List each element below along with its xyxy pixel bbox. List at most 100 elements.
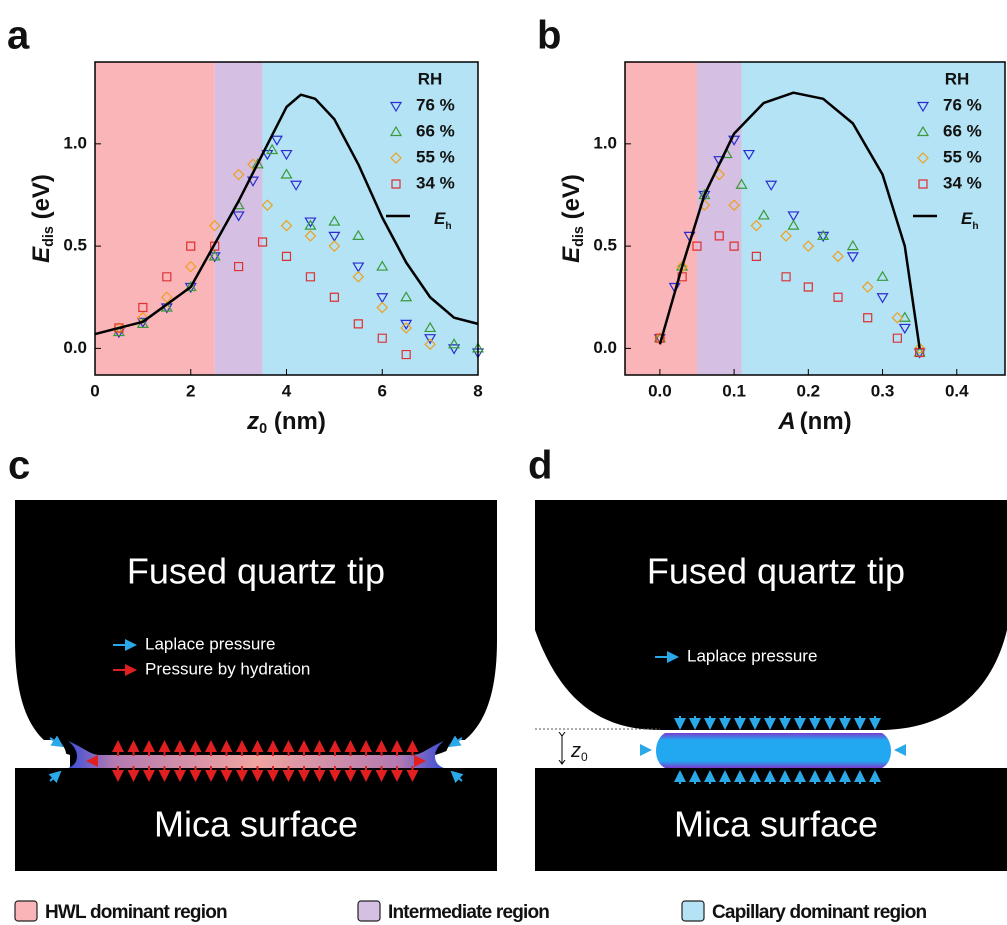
data-point (891, 311, 904, 324)
data-point (138, 302, 148, 313)
plot-frame (624, 61, 1006, 376)
data-point (232, 211, 245, 222)
legend-marker (389, 101, 403, 113)
region (95, 62, 215, 375)
data-point (304, 219, 317, 230)
data-point (400, 291, 413, 302)
x-tick-label: 2 (186, 381, 195, 400)
x-axis-label: z0 (nm) (246, 408, 326, 436)
legend-marker (917, 152, 929, 164)
region (625, 62, 697, 375)
data-point (184, 280, 197, 292)
data-point (863, 313, 873, 323)
y-axis-label: Edis (eV) (558, 174, 586, 263)
diagram-c (15, 500, 497, 871)
legend-title: RH (945, 69, 970, 88)
data-point (787, 211, 800, 222)
x-tick-label: 0.2 (797, 381, 821, 400)
data-point (305, 272, 316, 282)
x-axis-label: A (nm) (777, 408, 851, 436)
water-bridge (68, 741, 444, 768)
arrows (48, 735, 464, 784)
region (214, 62, 263, 375)
arrow (49, 735, 64, 748)
legend-label: 34 % (943, 173, 982, 192)
y-tick-label: 1.0 (63, 133, 87, 152)
data-point (232, 168, 245, 181)
y-tick-label: 0.5 (593, 236, 617, 255)
x-tick-label: 6 (378, 381, 387, 400)
data-point (234, 261, 244, 272)
data-point (400, 322, 413, 334)
data-point (162, 272, 172, 282)
gap (535, 630, 1007, 768)
data-point (329, 292, 339, 302)
data-point (765, 180, 778, 191)
y-tick-label: 0.5 (63, 236, 87, 255)
x-tick-label: 0.4 (945, 381, 969, 400)
y-axis-label: Edis (eV) (28, 174, 56, 263)
data-point (735, 178, 748, 189)
legend-marker (389, 125, 403, 137)
data-point (352, 262, 365, 273)
legend-label: 76 % (943, 95, 982, 114)
data-point (802, 240, 815, 252)
plot (653, 91, 926, 359)
data-point (655, 333, 665, 343)
arrow (450, 770, 464, 784)
region (262, 62, 478, 375)
panel-label: b (537, 14, 561, 58)
data-point (328, 240, 341, 252)
data-point (448, 338, 461, 349)
legend-marker (391, 179, 401, 189)
water-bridge (656, 733, 891, 768)
data-point (698, 190, 711, 202)
data-point (448, 344, 461, 355)
arrow (448, 735, 463, 748)
data-point (261, 149, 274, 161)
x-tick-label: 0.0 (648, 381, 672, 400)
data-point (280, 219, 293, 232)
data-point (261, 199, 274, 212)
data-point (861, 281, 874, 293)
legend-label: 55 % (416, 147, 455, 166)
legend-label: Laplace pressure (687, 646, 817, 665)
curve (94, 93, 479, 336)
y-tick-label: 0.0 (63, 338, 87, 357)
data-point (780, 230, 792, 242)
gap-label: z0 (570, 740, 588, 764)
data-point (817, 231, 830, 243)
arrow (48, 770, 62, 784)
data-point (913, 342, 926, 355)
panel-label: a (7, 14, 30, 58)
data-point (876, 293, 889, 304)
data-point (352, 229, 365, 240)
surface-label: Mica surface (674, 804, 878, 845)
data-point (714, 231, 724, 241)
data-point (876, 270, 889, 281)
legend-title: RH (418, 69, 443, 88)
data-point (290, 180, 303, 191)
data-point (424, 338, 436, 351)
region (741, 62, 1005, 375)
data-point (757, 209, 770, 220)
x-tick-label: 0.3 (871, 381, 895, 400)
y-tick-label: 0.0 (593, 338, 617, 357)
data-point (376, 293, 389, 304)
data-point (742, 149, 755, 161)
tip-label: Fused quartz tip (647, 551, 905, 592)
legend-label: Eh (961, 209, 979, 231)
region-label: HWL dominant region (45, 902, 227, 923)
data-point (846, 252, 859, 263)
region-label: Capillary dominant region (712, 902, 927, 923)
data-point (377, 333, 387, 343)
data-point (898, 323, 911, 335)
data-point (328, 231, 341, 243)
data-point (251, 158, 264, 169)
data-point (817, 229, 830, 240)
data-point (832, 250, 844, 263)
data-point (352, 270, 365, 283)
x-tick-label: 0 (90, 381, 99, 400)
data-point (424, 334, 437, 345)
